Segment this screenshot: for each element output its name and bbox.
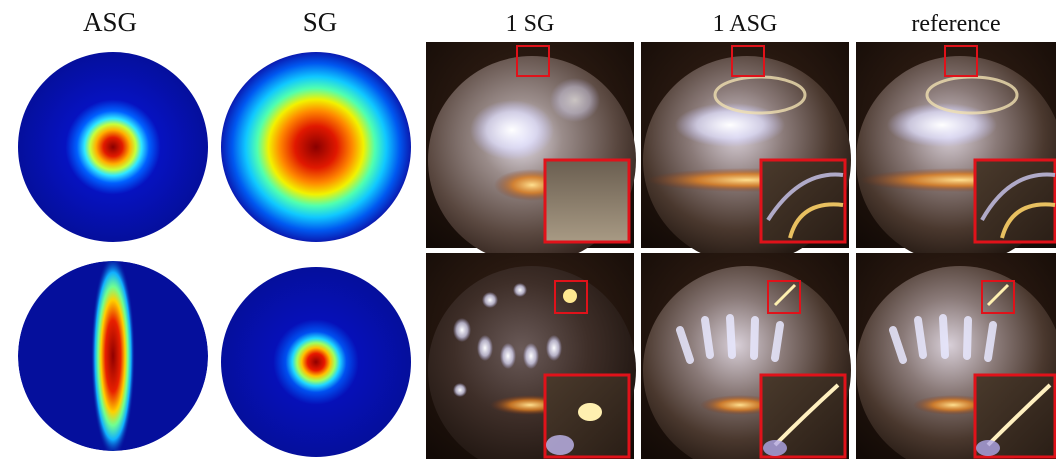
asg-lobe-isotropic (18, 52, 208, 242)
lobe-disks (18, 52, 411, 457)
render-1asg-top (641, 42, 851, 264)
render-1sg-bottom (426, 253, 636, 459)
asg-lobe-anisotropic (18, 261, 208, 451)
label-sg: SG (302, 7, 338, 37)
render-1asg-bottom (641, 253, 851, 459)
render-reference-top (856, 42, 1056, 264)
sg-lobe-narrow (221, 267, 411, 457)
render-reference-bottom (856, 253, 1056, 459)
sg-lobe-wide (221, 52, 411, 242)
label-1-asg: 1 ASG (712, 11, 778, 37)
label-reference: reference (911, 11, 1001, 37)
label-asg: ASG (82, 7, 137, 37)
render-1sg-top (426, 42, 636, 264)
label-1-sg: 1 SG (505, 11, 555, 37)
